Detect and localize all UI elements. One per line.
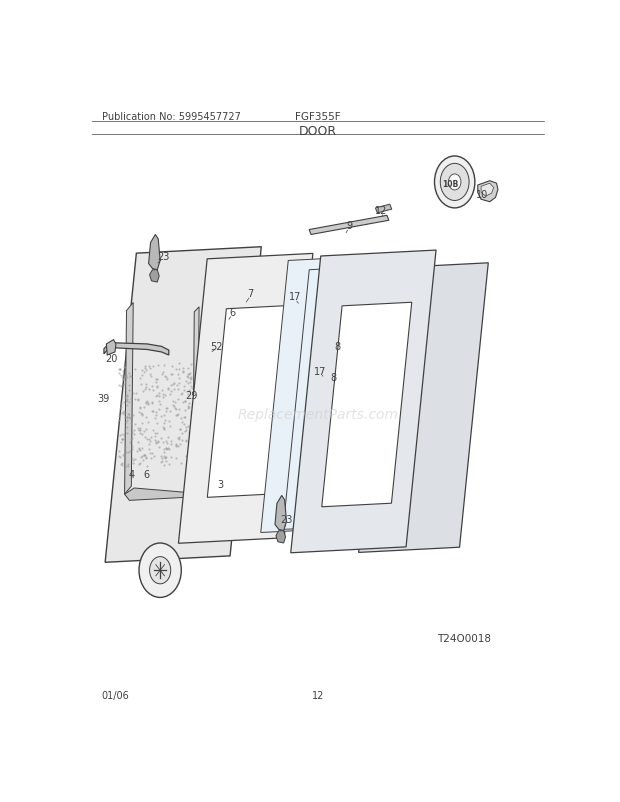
Text: 29: 29 xyxy=(185,391,198,401)
Circle shape xyxy=(139,543,181,597)
Polygon shape xyxy=(149,235,160,270)
Polygon shape xyxy=(107,340,116,355)
Text: 4: 4 xyxy=(128,469,135,479)
Text: 10B: 10B xyxy=(442,180,458,188)
Text: 8: 8 xyxy=(334,342,340,351)
Polygon shape xyxy=(358,264,489,553)
Text: 17: 17 xyxy=(314,366,327,376)
Polygon shape xyxy=(283,268,357,530)
Text: 12: 12 xyxy=(375,205,388,216)
Text: 17: 17 xyxy=(289,292,301,302)
Text: DOOR: DOOR xyxy=(299,125,337,138)
Text: 6: 6 xyxy=(143,469,149,479)
Polygon shape xyxy=(179,254,313,544)
Text: ReplacementParts.com: ReplacementParts.com xyxy=(237,407,398,421)
Text: 9: 9 xyxy=(346,221,352,231)
Polygon shape xyxy=(276,531,286,543)
Text: 8: 8 xyxy=(330,372,336,383)
Polygon shape xyxy=(104,343,169,355)
Polygon shape xyxy=(261,259,336,533)
Text: Publication No: 5995457727: Publication No: 5995457727 xyxy=(102,111,241,122)
Polygon shape xyxy=(309,216,389,235)
Polygon shape xyxy=(149,270,159,283)
Text: 12: 12 xyxy=(312,691,324,700)
Text: 3: 3 xyxy=(218,479,224,489)
Circle shape xyxy=(149,557,170,584)
Circle shape xyxy=(440,164,469,201)
Polygon shape xyxy=(291,251,436,553)
Text: 10: 10 xyxy=(476,190,488,200)
Text: 01/06: 01/06 xyxy=(102,691,130,700)
Text: 6: 6 xyxy=(229,307,235,318)
Polygon shape xyxy=(322,303,412,507)
Polygon shape xyxy=(275,496,286,531)
Polygon shape xyxy=(125,488,187,500)
Circle shape xyxy=(435,156,475,209)
Polygon shape xyxy=(193,307,199,492)
Text: T24O0018: T24O0018 xyxy=(436,633,491,642)
Text: 23: 23 xyxy=(157,252,169,261)
Text: 7: 7 xyxy=(247,289,254,299)
Polygon shape xyxy=(478,181,498,202)
Polygon shape xyxy=(376,205,392,213)
Text: FGF355F: FGF355F xyxy=(295,111,340,122)
Polygon shape xyxy=(481,184,494,197)
Circle shape xyxy=(448,175,461,191)
Polygon shape xyxy=(125,303,133,495)
Text: 23: 23 xyxy=(280,514,293,525)
Text: 39: 39 xyxy=(98,394,110,404)
Text: 20: 20 xyxy=(105,354,117,363)
Text: 52: 52 xyxy=(211,342,223,351)
Polygon shape xyxy=(105,247,261,563)
Polygon shape xyxy=(207,306,289,498)
